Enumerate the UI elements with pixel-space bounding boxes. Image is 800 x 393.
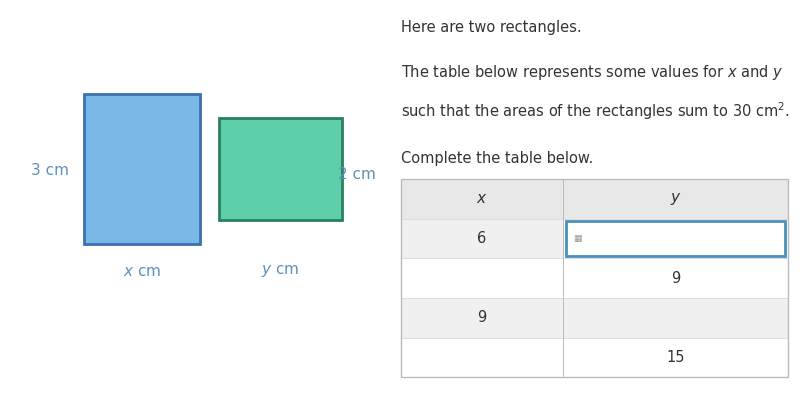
Bar bbox=[401, 179, 787, 377]
Bar bbox=[563, 338, 787, 377]
Bar bbox=[401, 179, 563, 219]
Bar bbox=[401, 298, 563, 338]
Text: 9: 9 bbox=[478, 310, 486, 325]
Bar bbox=[219, 118, 342, 220]
Bar bbox=[563, 219, 787, 258]
Text: such that the areas of the rectangles sum to $30$ cm$^2$.: such that the areas of the rectangles su… bbox=[401, 100, 790, 122]
Bar bbox=[401, 338, 563, 377]
Bar bbox=[563, 179, 787, 219]
Text: 9: 9 bbox=[670, 270, 680, 286]
Bar bbox=[401, 258, 563, 298]
Bar bbox=[563, 258, 787, 298]
Bar bbox=[563, 298, 787, 338]
Text: 6: 6 bbox=[478, 231, 486, 246]
Text: $y$: $y$ bbox=[670, 191, 681, 207]
Bar bbox=[566, 221, 785, 256]
Text: Complete the table below.: Complete the table below. bbox=[401, 151, 593, 166]
Text: 2 cm: 2 cm bbox=[338, 167, 376, 182]
Text: The table below represents some values for $x$ and $y$: The table below represents some values f… bbox=[401, 63, 783, 82]
Text: 3 cm: 3 cm bbox=[31, 163, 69, 178]
Bar bbox=[85, 94, 200, 244]
Text: 15: 15 bbox=[666, 350, 685, 365]
Text: $x$ cm: $x$ cm bbox=[123, 264, 161, 279]
Bar bbox=[401, 219, 563, 258]
Text: $y$ cm: $y$ cm bbox=[262, 263, 299, 279]
Text: $x$: $x$ bbox=[476, 191, 488, 206]
Text: ▦: ▦ bbox=[574, 234, 582, 243]
Text: Here are two rectangles.: Here are two rectangles. bbox=[401, 20, 582, 35]
